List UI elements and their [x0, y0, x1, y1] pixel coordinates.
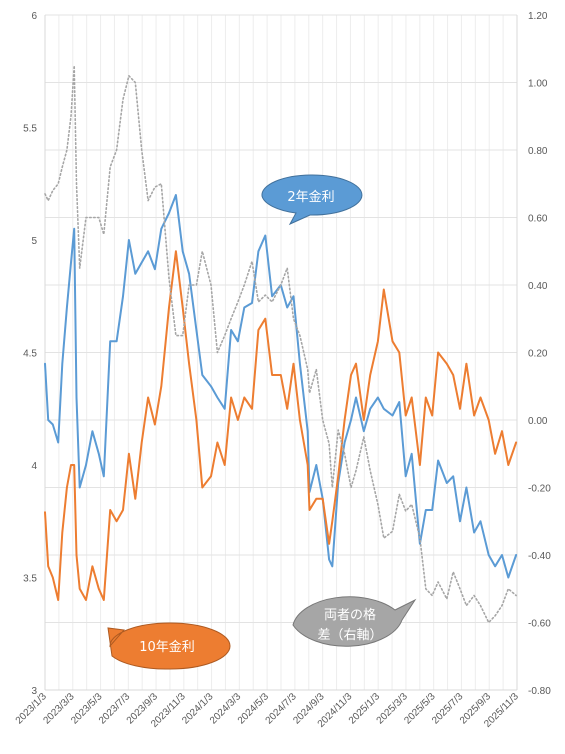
callout-spread-shape: [292, 596, 417, 647]
y-left-tick-label: 6: [31, 11, 37, 22]
gridlines: [44, 14, 518, 691]
callout-spread-text-2: 差（右軸）: [317, 628, 382, 643]
callout-2y-text: 2年金利: [287, 189, 334, 205]
callout-10y-text: 10年金利: [139, 639, 195, 655]
callout-10y-shape: [107, 622, 231, 670]
y-left-tick-label: 4.5: [23, 349, 37, 360]
y-right-tick-label: 0.40: [528, 281, 548, 292]
y-left-tick-label: 5: [31, 236, 37, 247]
y-right-tick-label: -0.40: [528, 551, 551, 562]
series-line-2: [44, 64, 517, 624]
callout-2y: 2年金利: [261, 174, 363, 226]
callout-2y-shape: [261, 174, 363, 226]
y-left-tick-label: 3: [31, 686, 37, 697]
y-right-tick-label: 0.80: [528, 146, 548, 157]
y-right-tick-label: 0.00: [528, 416, 548, 427]
y-left-tick-label: 5.5: [23, 124, 37, 135]
y-right-tick-label: 0.20: [528, 349, 548, 360]
y-right-tick-label: 1.00: [528, 79, 548, 90]
y-left-tick-label: 4: [31, 461, 37, 472]
callout-spread: 両者の格 差（右軸）: [292, 596, 417, 647]
y-right-tick-label: -0.20: [528, 484, 551, 495]
series-line-0: [44, 194, 518, 579]
callout-10y: 10年金利: [107, 622, 231, 670]
series-group: [44, 64, 518, 624]
y-right-tick-label: 0.60: [528, 214, 548, 225]
y-right-tick-label: -0.80: [528, 686, 551, 697]
callout-spread-text-1: 両者の格: [324, 607, 376, 623]
series-line-1: [44, 250, 518, 601]
y-left-tick-label: 3.5: [23, 574, 37, 585]
y-right-tick-label: 1.20: [528, 11, 548, 22]
y-right-tick-label: -0.60: [528, 619, 551, 630]
